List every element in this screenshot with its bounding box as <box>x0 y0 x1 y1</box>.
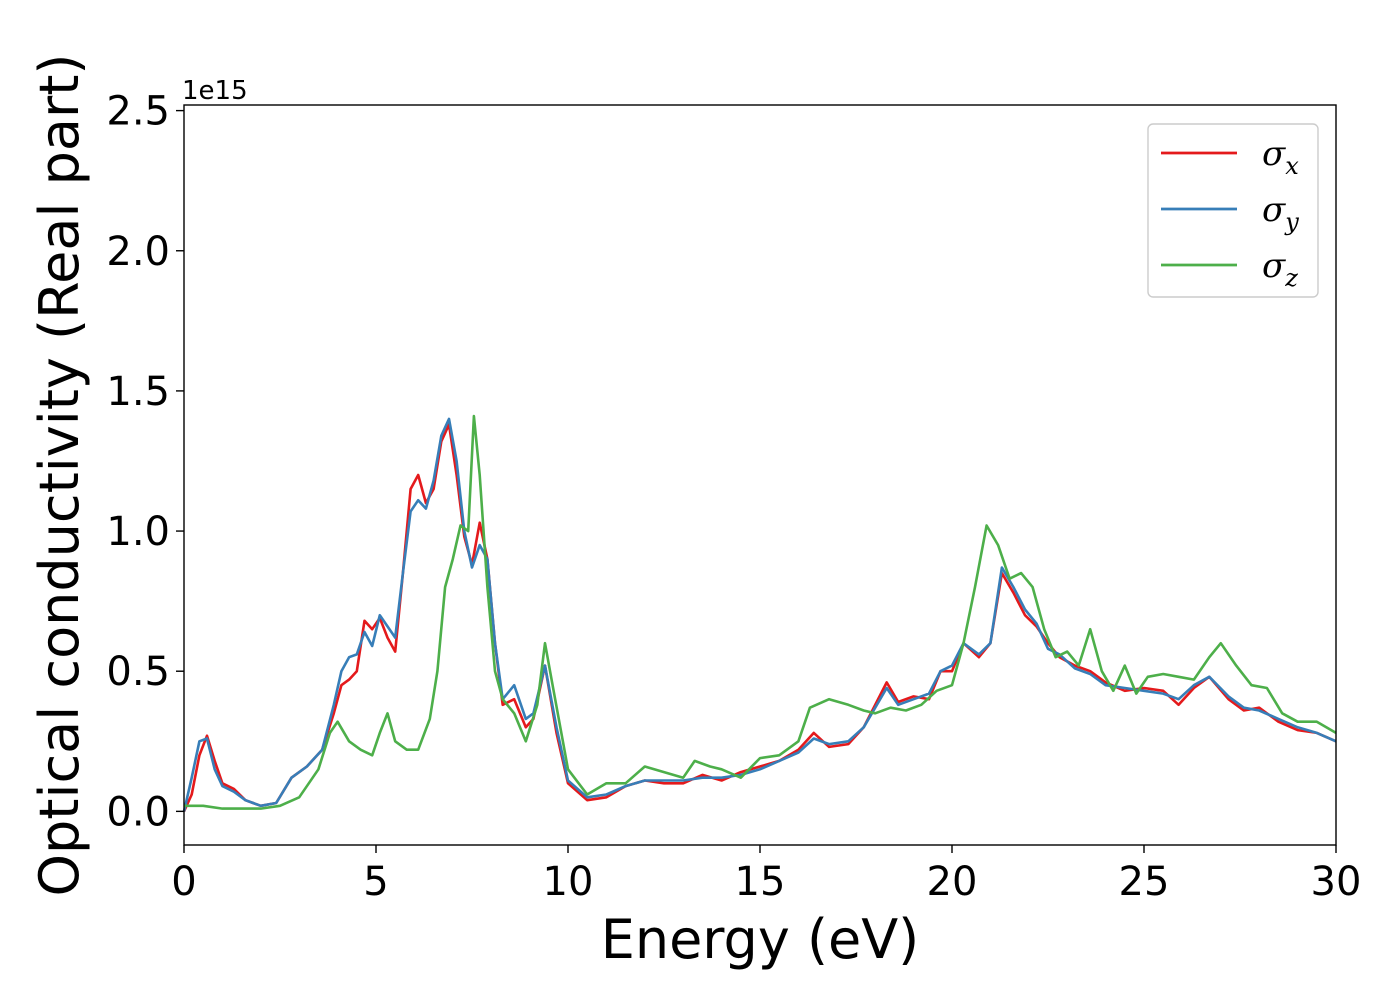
legend-label-z: σz <box>1262 246 1298 292</box>
legend-label-y: σy <box>1262 190 1299 236</box>
y-offset-label: 1e15 <box>182 76 248 106</box>
x-tick-label: 10 <box>543 859 594 905</box>
series-line-y <box>182 417 1337 812</box>
y-tick-label: 2.0 <box>106 229 170 275</box>
legend: σx σy σz <box>1147 123 1319 298</box>
x-tick-label: 0 <box>171 859 196 905</box>
legend-box <box>1147 123 1319 298</box>
x-tick-label: 25 <box>1119 859 1170 905</box>
x-tick-label: 5 <box>363 859 388 905</box>
y-tick-label: 1.0 <box>106 509 170 555</box>
y-tick-label: 1.5 <box>106 369 170 415</box>
y-axis-ticks: 0.0 0.5 1.0 1.5 2.0 2.5 <box>106 89 184 835</box>
series-lines <box>182 414 1337 812</box>
x-axis-label: Energy (eV) <box>601 908 920 971</box>
plot-area <box>184 105 1336 845</box>
x-axis-ticks: 0 5 10 15 20 25 30 <box>171 845 1361 905</box>
series-line-z <box>184 414 1337 810</box>
x-tick-label: 30 <box>1311 859 1362 905</box>
y-tick-label: 0.5 <box>106 649 170 695</box>
y-tick-label: 0.0 <box>106 789 170 835</box>
x-tick-label: 20 <box>927 859 978 905</box>
y-axis-label: Optical conductivity (Real part) <box>28 54 91 897</box>
legend-label-x: σx <box>1262 134 1299 180</box>
y-tick-label: 2.5 <box>106 89 170 135</box>
x-tick-label: 15 <box>735 859 786 905</box>
